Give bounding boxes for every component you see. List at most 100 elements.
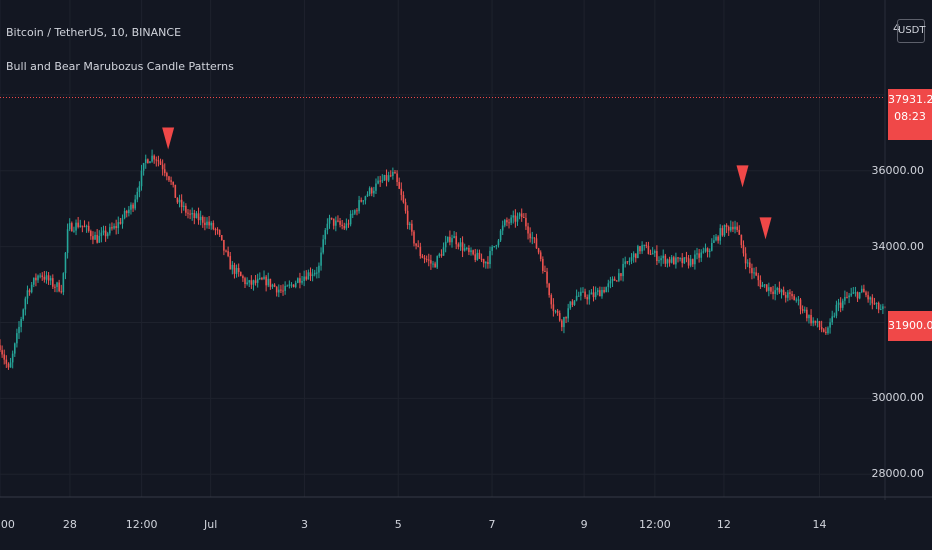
candle-body: [689, 259, 692, 266]
candle-body: [518, 213, 521, 217]
candle-body: [770, 287, 772, 292]
candle-body: [214, 229, 217, 231]
candle-body: [556, 310, 559, 314]
candle-body: [299, 278, 301, 283]
candle-body: [218, 230, 221, 236]
candle-body: [9, 362, 12, 368]
candle-body: [839, 302, 842, 308]
candle-body: [820, 327, 823, 330]
candle-body: [848, 295, 850, 298]
candle-body: [373, 190, 375, 194]
candle-body: [28, 290, 31, 293]
candle-body: [157, 160, 160, 162]
candle-body: [531, 237, 534, 239]
candle-body: [149, 161, 151, 164]
candle-body: [620, 273, 622, 277]
candle-body: [768, 287, 770, 291]
candle-body: [341, 224, 343, 226]
candle-body: [79, 225, 82, 227]
candle-body: [632, 253, 635, 258]
candle-body: [723, 225, 726, 236]
bear-marubozu-marker: [759, 217, 772, 240]
candle-body: [267, 278, 270, 286]
candle-body: [474, 254, 477, 260]
candle-body: [449, 236, 451, 243]
candle-body: [827, 327, 829, 334]
candle-body: [419, 246, 422, 256]
candle-body: [668, 259, 671, 263]
candle-body: [850, 293, 853, 296]
candle-body: [546, 271, 548, 284]
candle-body: [37, 275, 39, 281]
candle-body: [140, 170, 143, 187]
candle-body: [493, 246, 496, 248]
candle-body: [41, 275, 44, 277]
candle-body: [628, 260, 631, 262]
candle-body: [185, 205, 187, 213]
candle-body: [776, 287, 779, 291]
time-axis-label: Jul: [203, 518, 218, 531]
candle-body: [244, 278, 246, 285]
candle-body: [816, 321, 819, 323]
candle-body: [87, 225, 90, 231]
candle-body: [100, 232, 103, 236]
candle-body: [142, 163, 145, 171]
bear-marubozu-markers: [162, 127, 772, 240]
candle-body: [117, 222, 120, 229]
candle-body: [527, 226, 529, 234]
candle-body: [275, 286, 278, 293]
candle-body: [178, 199, 181, 203]
candle-body: [318, 265, 320, 273]
candle-body: [52, 278, 54, 287]
price-axis-label: 28000.00: [871, 467, 925, 481]
candle-body: [672, 257, 675, 265]
candle-body: [195, 213, 198, 219]
candle-body: [174, 184, 177, 198]
candle-body: [396, 173, 398, 182]
candle-body: [155, 159, 158, 161]
candle-body: [138, 186, 141, 192]
candle-body: [681, 258, 684, 264]
candle-body: [56, 282, 58, 287]
candle-body: [30, 284, 33, 293]
candle-body: [879, 308, 882, 310]
candle-body: [679, 258, 681, 260]
candle-body: [495, 245, 498, 247]
candle-body: [510, 217, 512, 223]
candle-body: [459, 242, 462, 247]
candle-body: [47, 275, 50, 281]
candle-body: [335, 220, 337, 226]
candle-body: [455, 236, 458, 245]
time-axis-label: 28: [62, 518, 77, 531]
candle-body: [106, 233, 109, 237]
candle-body: [865, 292, 867, 296]
time-axis-label: 3: [300, 518, 308, 531]
candle-body: [166, 173, 168, 177]
currency-unit-button[interactable]: USDT: [897, 19, 925, 43]
candle-body: [761, 284, 764, 287]
candle-body: [645, 244, 648, 246]
candle-body: [860, 288, 863, 293]
time-axis-label: 12:00: [639, 518, 671, 531]
candle-body: [316, 272, 318, 274]
candle-body: [18, 326, 20, 334]
candle-body: [417, 245, 420, 247]
candle-body: [64, 252, 67, 274]
candle-body: [806, 309, 808, 319]
candle-body: [558, 313, 561, 321]
candle-body: [144, 159, 147, 164]
candle-body: [278, 289, 280, 293]
candle-body: [387, 175, 390, 181]
indicator-title: Bull and Bear Marubozus Candle Patterns: [6, 60, 234, 73]
candlestick-series: [0, 149, 886, 370]
candle-body: [746, 262, 749, 264]
candle-body: [803, 309, 806, 311]
candle-body: [147, 159, 149, 164]
candle-body: [11, 353, 14, 363]
candle-body: [457, 244, 460, 247]
candle-body: [626, 261, 629, 263]
candle-body: [389, 175, 392, 177]
candle-body: [658, 260, 660, 262]
candle-body: [233, 264, 236, 274]
